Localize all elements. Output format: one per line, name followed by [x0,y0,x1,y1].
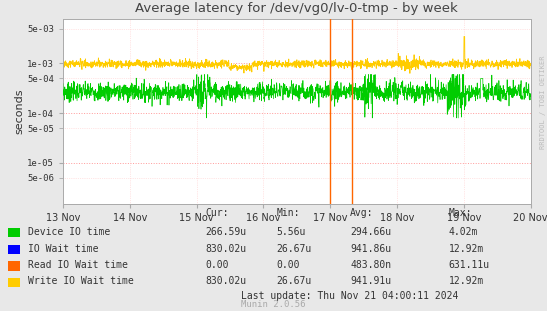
Text: 483.80n: 483.80n [350,260,391,270]
Text: 830.02u: 830.02u [205,244,246,254]
Text: 266.59u: 266.59u [205,227,246,237]
Text: 4.02m: 4.02m [449,227,478,237]
Title: Average latency for /dev/vg0/lv-0-tmp - by week: Average latency for /dev/vg0/lv-0-tmp - … [135,2,458,15]
Text: 26.67u: 26.67u [276,276,311,286]
Text: 631.11u: 631.11u [449,260,490,270]
Text: 830.02u: 830.02u [205,276,246,286]
Text: 941.86u: 941.86u [350,244,391,254]
Text: 26.67u: 26.67u [276,244,311,254]
Text: 0.00: 0.00 [276,260,300,270]
Text: 0.00: 0.00 [205,260,229,270]
Text: Avg:: Avg: [350,208,374,218]
Text: IO Wait time: IO Wait time [28,244,99,254]
Text: Cur:: Cur: [205,208,229,218]
Y-axis label: seconds: seconds [14,88,24,134]
Text: 941.91u: 941.91u [350,276,391,286]
Text: 12.92m: 12.92m [449,276,484,286]
Text: RRDTOOL / TOBI OETIKER: RRDTOOL / TOBI OETIKER [540,56,546,149]
Text: Munin 2.0.56: Munin 2.0.56 [241,300,306,309]
Text: Device IO time: Device IO time [28,227,110,237]
Text: Last update: Thu Nov 21 04:00:11 2024: Last update: Thu Nov 21 04:00:11 2024 [241,291,458,301]
Text: Min:: Min: [276,208,300,218]
Text: 294.66u: 294.66u [350,227,391,237]
Text: Max:: Max: [449,208,472,218]
Text: 5.56u: 5.56u [276,227,306,237]
Text: Read IO Wait time: Read IO Wait time [28,260,129,270]
Text: Write IO Wait time: Write IO Wait time [28,276,134,286]
Text: 12.92m: 12.92m [449,244,484,254]
